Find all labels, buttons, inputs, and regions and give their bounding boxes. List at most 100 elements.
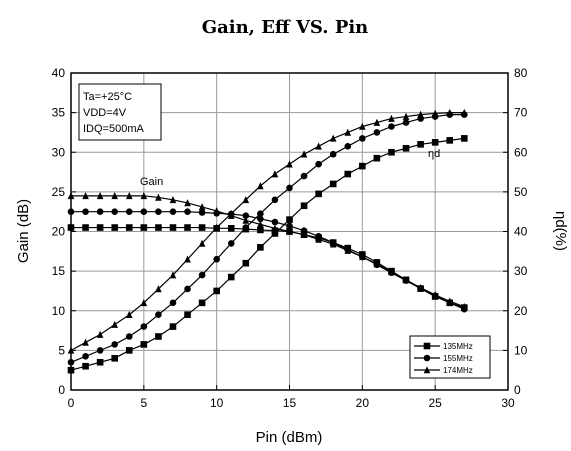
- efficiency-point-135MHz: [198, 299, 206, 307]
- series-layer: [67, 108, 468, 374]
- legend: 135MHz 155MHz 174MHz: [409, 335, 491, 379]
- gain-point-155MHz: [257, 215, 264, 223]
- efficiency-point-155MHz: [402, 119, 410, 126]
- efficiency-point-135MHz: [227, 273, 235, 281]
- right-y-tick-label: 80: [514, 66, 528, 80]
- efficiency-point-155MHz: [125, 333, 133, 340]
- gain-point-155MHz: [140, 208, 148, 215]
- efficiency-line-155MHz: [70, 114, 465, 363]
- left-y-tick-label: 15: [52, 264, 66, 278]
- efficiency-point-174MHz: [198, 239, 206, 247]
- right-y-tick-label: 50: [514, 185, 528, 199]
- gain-point-135MHz: [198, 224, 206, 231]
- efficiency-point-135MHz: [461, 135, 468, 142]
- gain-point-135MHz: [184, 224, 191, 231]
- efficiency-point-174MHz: [446, 108, 454, 116]
- efficiency-point-174MHz: [111, 320, 118, 328]
- efficiency-point-174MHz: [417, 110, 424, 118]
- efficiency-point-174MHz: [155, 285, 162, 293]
- efficiency-point-174MHz: [315, 142, 322, 150]
- efficiency-point-174MHz: [169, 271, 177, 279]
- legend-label-135MHz: 135MHz: [443, 342, 473, 351]
- efficiency-point-135MHz: [300, 202, 308, 210]
- gain-point-155MHz: [155, 208, 162, 215]
- gain-point-155MHz: [82, 208, 89, 215]
- condition-vdd: VDD=4V: [83, 107, 127, 119]
- efficiency-point-174MHz: [271, 170, 279, 178]
- right-y-tick-label: 70: [514, 106, 528, 120]
- efficiency-point-155MHz: [329, 150, 337, 158]
- efficiency-point-155MHz: [198, 271, 206, 279]
- gain-point-174MHz: [257, 220, 264, 228]
- x-axis-label: Pin (dBm): [256, 429, 323, 446]
- efficiency-point-135MHz: [402, 144, 410, 152]
- efficiency-point-135MHz: [417, 141, 424, 148]
- legend-marker-174MHz: [423, 366, 431, 374]
- efficiency-point-174MHz: [242, 196, 250, 204]
- left-y-tick-label: 5: [58, 343, 65, 357]
- efficiency-point-135MHz: [388, 148, 395, 156]
- efficiency-point-155MHz: [140, 323, 148, 330]
- gain-point-174MHz: [461, 302, 468, 311]
- gain-line-135MHz: [71, 226, 465, 309]
- efficiency-point-135MHz: [96, 358, 104, 366]
- efficiency-point-155MHz: [373, 129, 381, 136]
- condition-idq: IDQ=500mA: [83, 123, 144, 135]
- x-axis-ticks: 0 5 10 15 20 25 30: [68, 385, 515, 410]
- gain-point-174MHz: [446, 297, 454, 305]
- left-y-axis-ticks: 0 5 10 15 20 25 30 35 40: [52, 66, 76, 397]
- legend-marker-155MHz: [423, 354, 431, 362]
- gain-point-174MHz: [373, 260, 381, 268]
- gain-point-174MHz: [431, 291, 439, 299]
- gain-point-155MHz: [96, 208, 104, 215]
- x-tick-label: 30: [501, 396, 515, 410]
- legend-label-174MHz: 174MHz: [443, 366, 473, 375]
- efficiency-point-135MHz: [242, 259, 250, 267]
- efficiency-point-135MHz: [169, 323, 177, 330]
- x-tick-label: 15: [283, 396, 297, 410]
- efficiency-point-174MHz: [96, 330, 104, 338]
- left-y-tick-label: 0: [58, 383, 65, 397]
- efficiency-point-155MHz: [242, 224, 250, 231]
- gain-point-174MHz: [417, 283, 424, 292]
- left-y-tick-label: 40: [52, 66, 66, 80]
- gain-annotation: Gain: [140, 176, 163, 188]
- gain-point-135MHz: [140, 224, 148, 231]
- efficiency-point-135MHz: [271, 230, 279, 237]
- right-y-tick-label: 0: [514, 383, 521, 397]
- right-y-tick-label: 10: [514, 343, 528, 357]
- efficiency-point-135MHz: [184, 311, 191, 319]
- efficiency-point-174MHz: [431, 109, 439, 117]
- right-y-axis-label: ηd(%): [552, 211, 569, 251]
- left-y-tick-label: 30: [52, 145, 66, 159]
- gain-point-155MHz: [125, 208, 133, 215]
- right-y-tick-label: 30: [514, 264, 528, 278]
- left-y-axis-label: Gain (dB): [15, 199, 32, 263]
- efficiency-point-135MHz: [315, 190, 322, 198]
- efficiency-point-174MHz: [359, 122, 366, 130]
- efficiency-point-155MHz: [213, 255, 220, 263]
- gain-point-174MHz: [155, 193, 162, 201]
- efficiency-point-155MHz: [96, 347, 104, 354]
- efficiency-point-174MHz: [286, 160, 293, 168]
- condition-temperature: Ta=+25°C: [83, 91, 132, 103]
- gain-point-155MHz: [300, 227, 308, 235]
- gain-point-174MHz: [344, 246, 352, 254]
- efficiency-point-135MHz: [213, 287, 220, 295]
- gain-point-135MHz: [96, 224, 104, 231]
- gain-point-155MHz: [111, 208, 118, 215]
- efficiency-point-155MHz: [359, 135, 366, 142]
- efficiency-point-174MHz: [373, 118, 381, 126]
- left-y-tick-label: 10: [52, 304, 66, 318]
- gain-point-174MHz: [140, 192, 148, 200]
- gain-point-155MHz: [184, 208, 191, 215]
- x-tick-label: 10: [210, 396, 224, 410]
- efficiency-point-135MHz: [446, 137, 454, 144]
- conditions-frame: [78, 83, 162, 141]
- efficiency-point-135MHz: [329, 180, 337, 188]
- efficiency-point-155MHz: [155, 311, 162, 319]
- right-y-tick-label: 20: [514, 304, 528, 318]
- gain-point-155MHz: [271, 218, 279, 226]
- efficiency-point-174MHz: [388, 114, 395, 122]
- x-tick-label: 5: [140, 396, 147, 410]
